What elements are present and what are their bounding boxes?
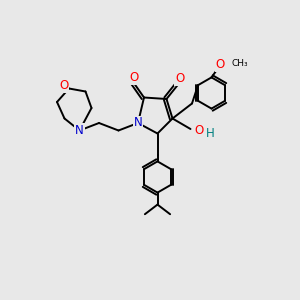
Text: H: H [206, 127, 215, 140]
Text: O: O [129, 70, 138, 84]
Text: CH₃: CH₃ [232, 59, 248, 68]
Text: O: O [59, 79, 68, 92]
Text: N: N [134, 116, 142, 130]
Text: O: O [194, 124, 203, 137]
Text: N: N [75, 124, 84, 137]
Text: O: O [216, 58, 225, 71]
Text: O: O [176, 72, 184, 85]
